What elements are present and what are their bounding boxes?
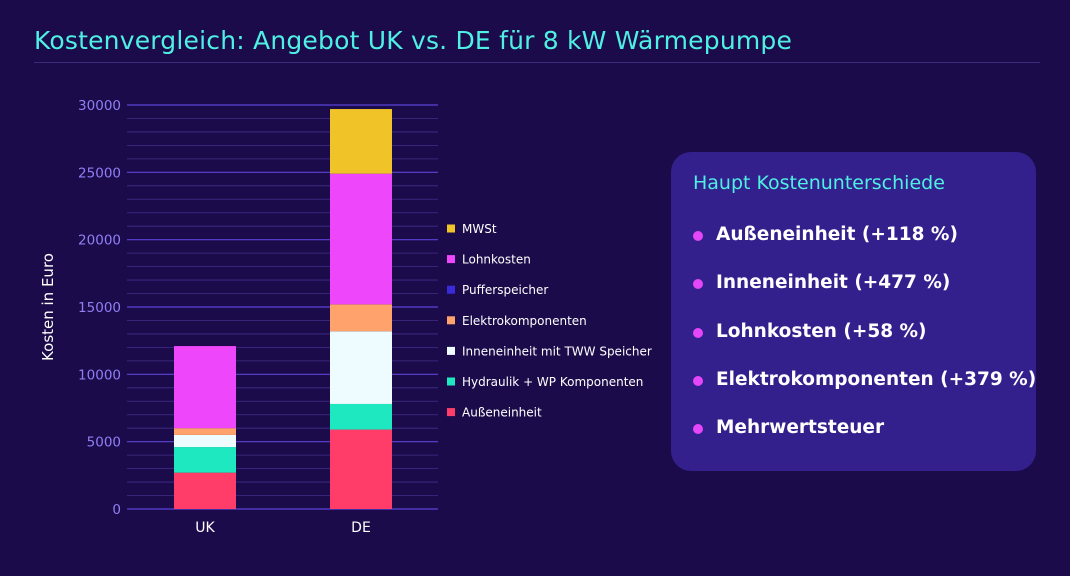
x-tick-label: DE	[351, 520, 371, 536]
bar-segment	[174, 346, 236, 429]
panel-item-label: Mehrwertsteuer	[716, 417, 885, 439]
y-tick-label: 15000	[78, 300, 121, 316]
panel-item: Mehrwertsteuer	[693, 417, 1036, 465]
bar-segment	[330, 109, 392, 174]
title-divider	[34, 62, 1040, 63]
legend-swatch	[447, 346, 455, 355]
legend-swatch	[447, 255, 455, 264]
legend-label: Hydraulik + WP Komponenten	[462, 375, 643, 389]
panel-item-label: Lohnkosten (+58 %)	[716, 320, 927, 342]
bar-segment	[330, 331, 392, 404]
bar-segment	[174, 434, 236, 448]
y-tick-label: 5000	[87, 435, 121, 451]
y-tick-label: 0	[112, 502, 121, 518]
legend-label: Außeneinheit	[462, 406, 542, 420]
stacked-bar-chart: 0 5000 10000 15000 20000 25000 30000 Kosten in …	[39, 98, 652, 536]
panel-title: Haupt Kostenunterschiede	[693, 172, 945, 194]
bar-segment	[174, 447, 236, 473]
panel-item-label: Außeneinheit (+118 %)	[716, 224, 958, 245]
bullet-icon	[693, 231, 703, 241]
panel-item-label: Elektrokomponenten (+379 %)	[716, 368, 1037, 390]
bar-segment	[330, 429, 392, 509]
legend-swatch	[447, 316, 455, 325]
y-tick-label: 30000	[78, 98, 121, 114]
bullet-icon	[693, 327, 703, 338]
chart-title: Kostenvergleich: Angebot UK vs. DE für 8…	[34, 26, 793, 55]
legend-label: Lohnkosten	[462, 253, 531, 267]
cost-differences-panel: Haupt Kostenunterschiede Außeneinheit (+…	[671, 152, 1036, 471]
bar-segment	[330, 173, 392, 305]
bar-segment	[330, 403, 392, 430]
bullet-icon	[693, 424, 703, 435]
legend-swatch	[447, 285, 455, 294]
legend-label: Elektrokomponenten	[462, 314, 587, 328]
legend-label: MWSt	[462, 222, 497, 236]
legend-swatch	[447, 408, 455, 417]
panel-item: Außeneinheit (+118 %)	[693, 224, 1036, 272]
bar-segment	[174, 428, 236, 435]
panel-list: Außeneinheit (+118 %) Inneneinheit (+477…	[693, 224, 1036, 465]
panel-item: Inneneinheit (+477 %)	[693, 272, 1036, 320]
legend-swatch	[447, 224, 455, 233]
panel-item: Lohnkosten (+58 %)	[693, 321, 1036, 369]
bullet-icon	[693, 375, 703, 386]
y-axis-label: Kosten in Euro	[39, 253, 57, 361]
legend-swatch	[447, 377, 455, 386]
panel-item-label: Inneneinheit (+477 %)	[716, 272, 951, 294]
x-tick-label: UK	[195, 520, 215, 536]
y-tick-label: 10000	[78, 367, 121, 383]
legend-label: Pufferspeicher	[462, 283, 548, 297]
bar-segment	[174, 472, 236, 509]
panel-item: Elektrokomponenten (+379 %)	[693, 369, 1036, 417]
bar-segment	[330, 304, 392, 332]
bullet-icon	[693, 279, 703, 290]
y-tick-label: 20000	[78, 233, 121, 249]
y-tick-label: 25000	[78, 165, 121, 181]
legend-label: Inneneinheit mit TWW Speicher	[462, 344, 652, 358]
